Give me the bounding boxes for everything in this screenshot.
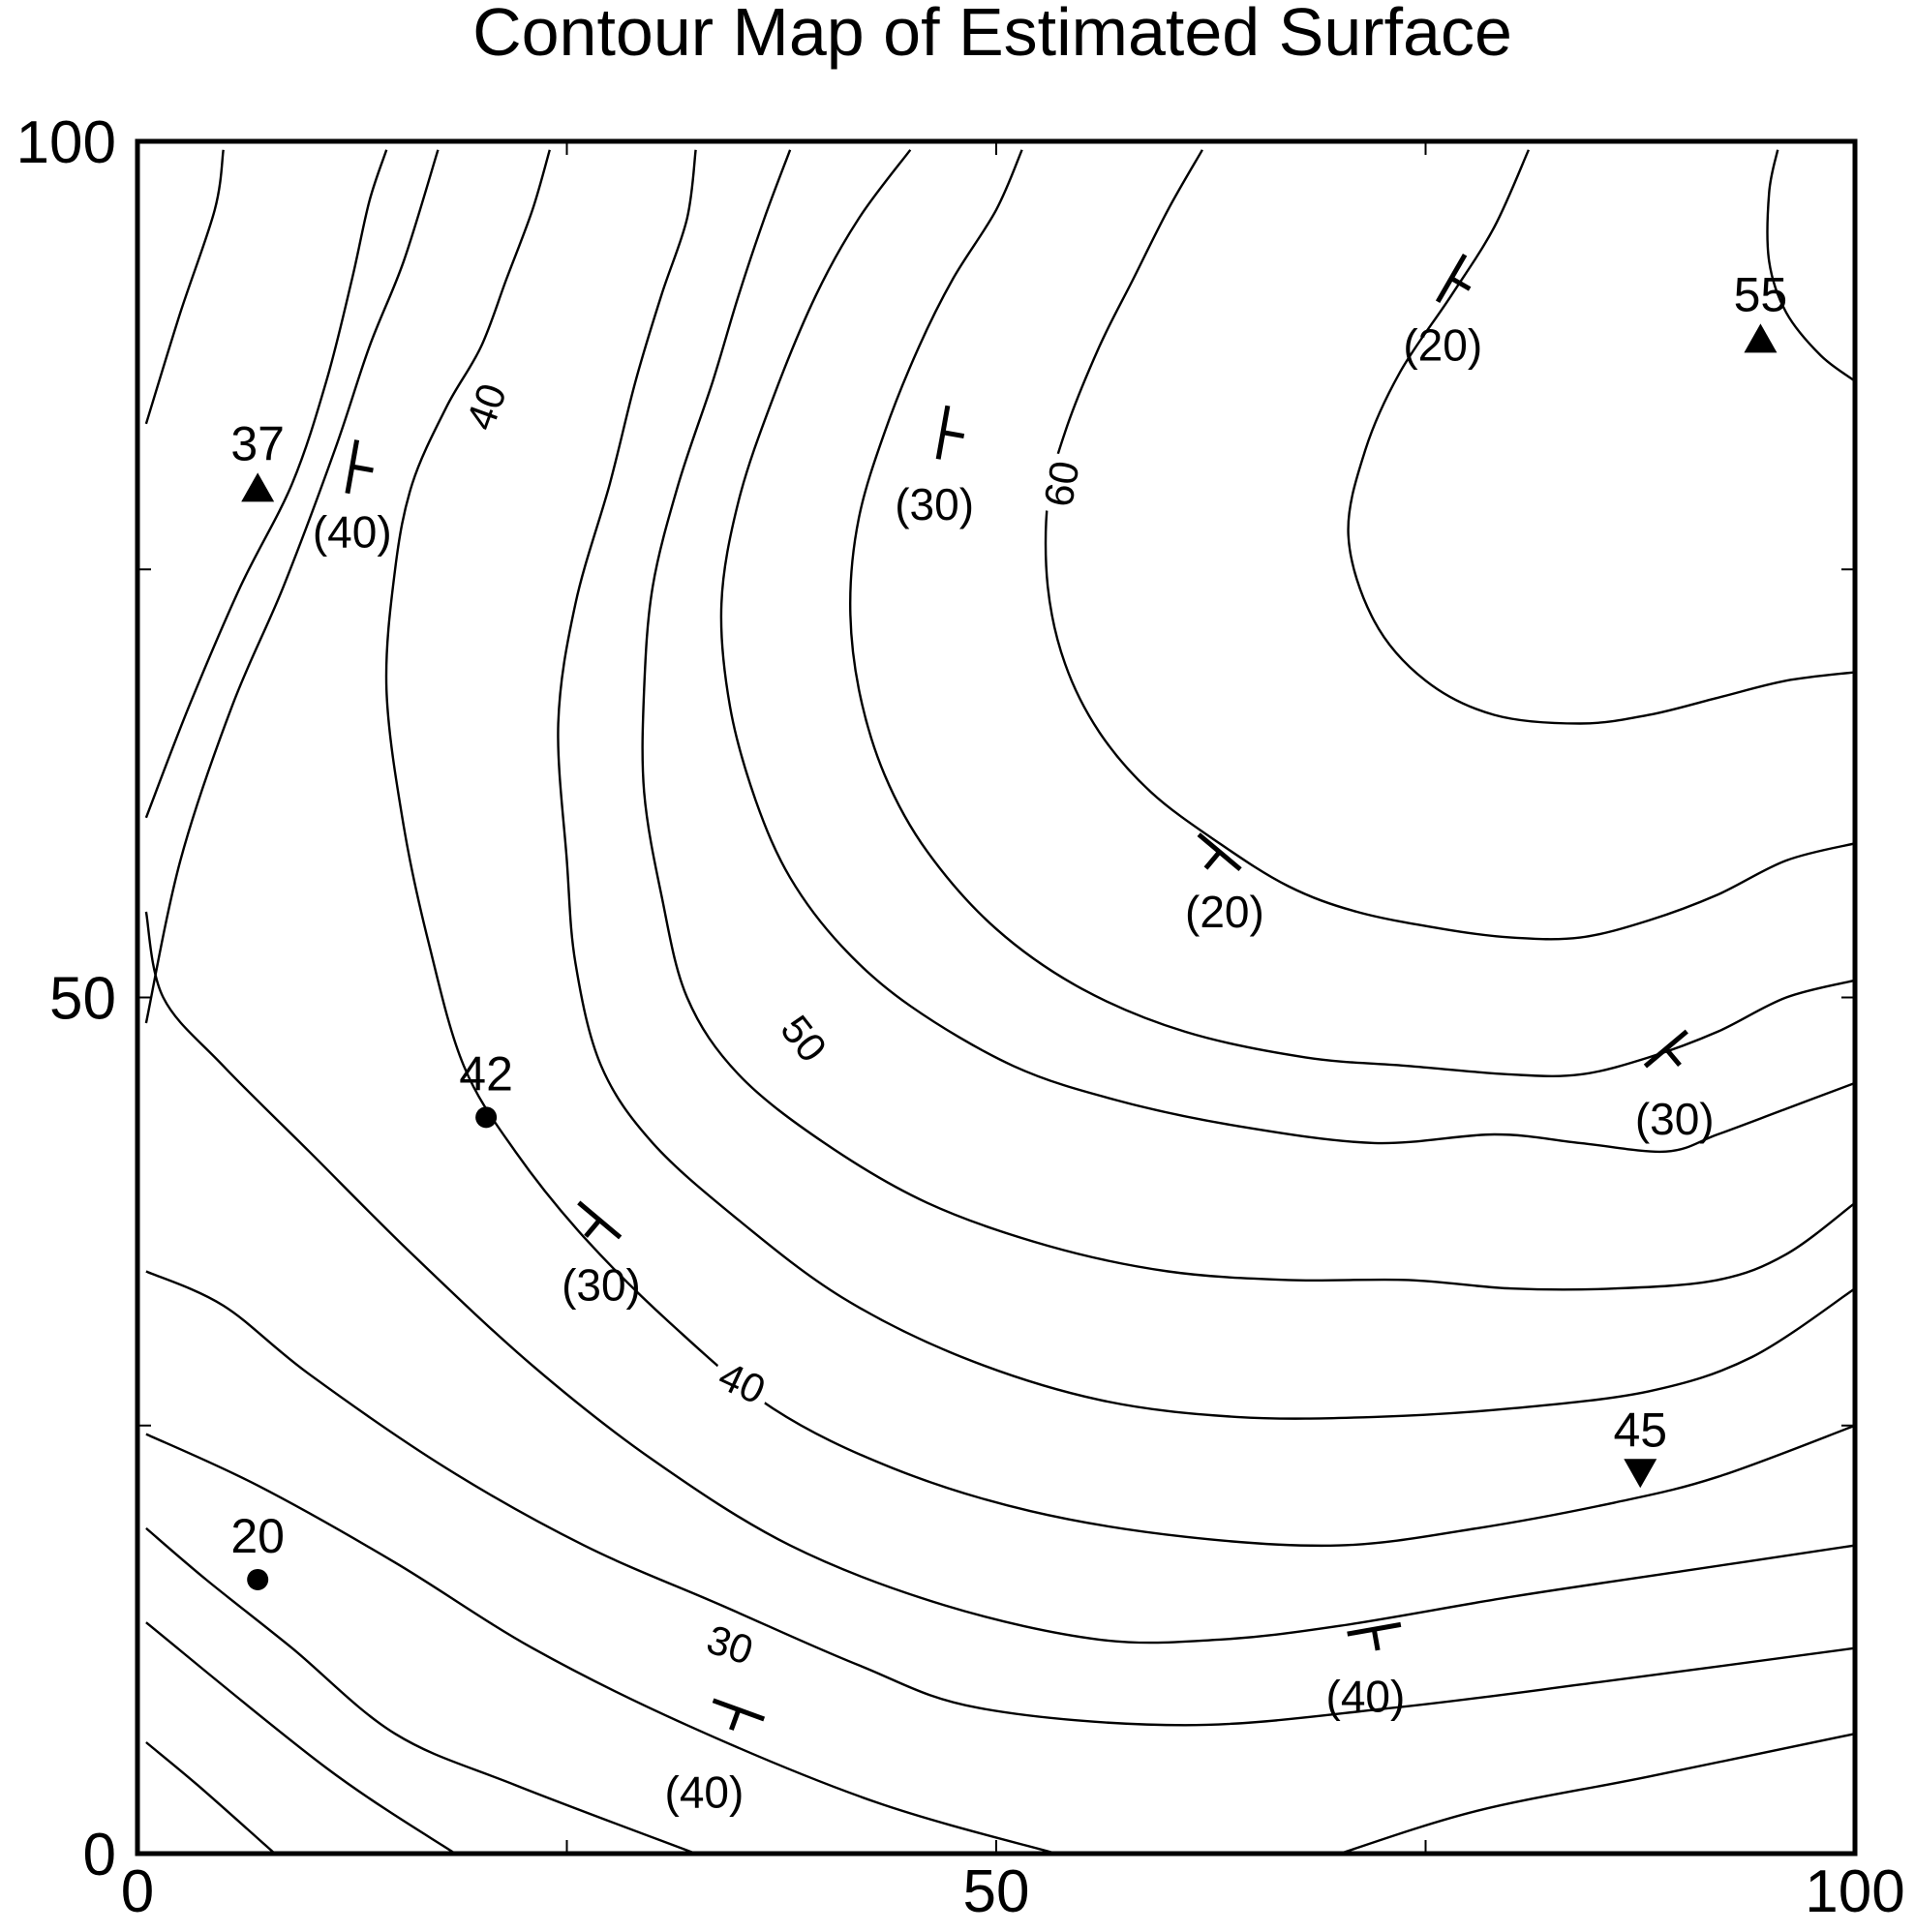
x-tick-label: 50 <box>963 1858 1030 1925</box>
contour-line <box>557 149 1856 1420</box>
contour-line <box>848 149 1856 1078</box>
contour-line <box>145 1741 276 1855</box>
strike-dip-symbol <box>1435 254 1472 304</box>
x-tick-label: 100 <box>1805 1858 1904 1925</box>
contour-line <box>145 1433 1057 1856</box>
strike-dip-symbol <box>1197 832 1242 872</box>
contour-label: 60 <box>1033 451 1088 517</box>
chart-title: Contour Map of Estimated Surface <box>472 0 1512 70</box>
dip-label: (30) <box>895 479 974 529</box>
x-tick-label: 0 <box>121 1858 154 1925</box>
sample-points: 37 55 42 20 45 <box>230 267 1787 1590</box>
dip-label: (40) <box>313 506 392 557</box>
dip-tick <box>1663 1046 1682 1068</box>
sample-value: 42 <box>459 1046 513 1101</box>
dip-tick <box>729 1708 742 1731</box>
sample-marker-triangle-down <box>1624 1459 1657 1489</box>
contour-line <box>1339 1733 1856 1856</box>
sample-marker-triangle-up <box>241 472 275 502</box>
strike-line <box>1347 1621 1402 1637</box>
contour-line <box>719 149 1856 1154</box>
contour-lines <box>144 149 1856 1856</box>
contour-line <box>145 1621 456 1856</box>
contour-label-gap <box>1033 451 1088 517</box>
sample-value: 55 <box>1734 267 1788 321</box>
dip-tick <box>1371 1628 1381 1651</box>
y-tick-label: 0 <box>83 1822 116 1888</box>
contour-line <box>144 149 388 819</box>
strike-dip-symbol <box>1347 1621 1402 1651</box>
sample-marker-circle <box>475 1106 498 1129</box>
contour-line <box>1766 149 1856 382</box>
dip-label: (30) <box>562 1260 641 1311</box>
strike-dip-symbol <box>1643 1029 1688 1069</box>
contour-label-gap <box>454 371 517 441</box>
contour-line <box>145 1270 1856 1727</box>
y-tick-label: 100 <box>16 109 116 176</box>
contour-label: 40 <box>454 371 517 441</box>
sample-value: 20 <box>230 1509 285 1563</box>
plot-axes: 0 50 100 0 50 100 <box>16 109 1905 1925</box>
dip-tick <box>1449 276 1472 291</box>
sample-marker-triangle-up <box>1744 323 1778 353</box>
dip-tick <box>351 464 374 473</box>
contour-line <box>1044 149 1856 941</box>
plot-frame <box>135 138 1858 1857</box>
dip-tick <box>1203 850 1222 870</box>
contour-line <box>144 149 440 1024</box>
sample-value: 37 <box>230 416 285 470</box>
contour-label-gap <box>695 1614 765 1675</box>
strike-dip-symbol <box>935 405 965 460</box>
strike-dip-symbol <box>577 1200 623 1240</box>
contour-label-text: 60 <box>1035 458 1087 510</box>
contour-line <box>384 149 1856 1548</box>
sample-value: 45 <box>1613 1403 1667 1457</box>
dip-label: (40) <box>665 1766 745 1817</box>
contour-line <box>145 1526 697 1856</box>
sample-marker-circle <box>247 1568 269 1590</box>
dip-tick <box>942 430 965 439</box>
contour-label-gap <box>706 1349 778 1415</box>
contour-line <box>144 149 225 425</box>
dip-label: (30) <box>1635 1094 1715 1144</box>
strike-dip-symbol <box>345 439 374 495</box>
dip-label: (20) <box>1185 887 1264 937</box>
contour-label: 30 <box>695 1614 765 1675</box>
dip-tick <box>584 1218 602 1238</box>
dip-label: (20) <box>1403 320 1482 371</box>
contour-line <box>144 911 1856 1645</box>
contour-line <box>1347 149 1856 725</box>
strike-dip-symbol <box>712 1698 766 1731</box>
strike-line <box>935 405 951 460</box>
contour-line <box>641 149 1856 1291</box>
y-tick-label: 50 <box>49 966 116 1033</box>
strike-symbols: (40) (30) (20) (20) (30) (30) (40) (40) <box>313 254 1715 1817</box>
contour-label: 50 <box>769 1001 840 1075</box>
contour-label-text: 50 <box>772 1007 836 1071</box>
contour-label-gap <box>769 1001 840 1075</box>
dip-label: (40) <box>1326 1671 1406 1721</box>
